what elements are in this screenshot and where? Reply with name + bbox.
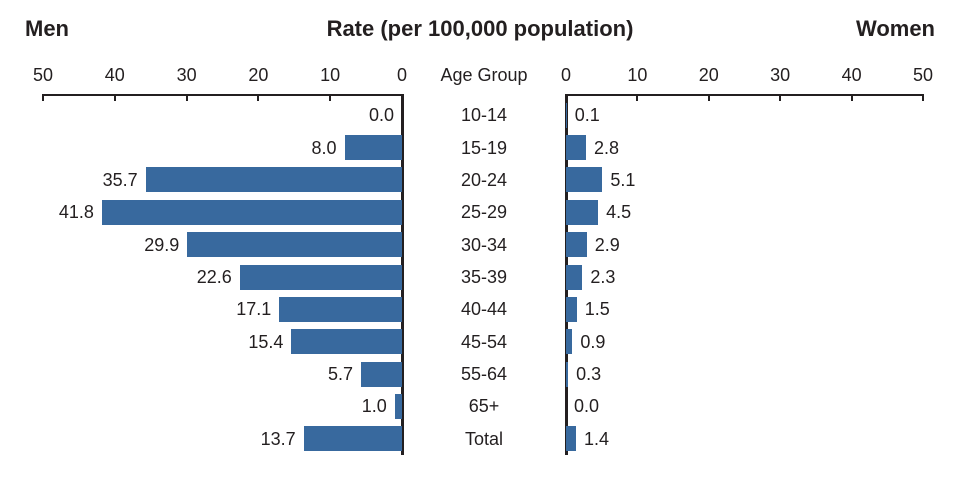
- women-axis-tick-label: 30: [770, 65, 791, 85]
- men-axis-tick: [257, 94, 260, 101]
- women-axis-tick: [565, 94, 567, 101]
- men-axis-tick-label: 50: [32, 65, 54, 85]
- women-axis-tick-label: 0: [560, 65, 572, 85]
- age-group-label: 20-24: [460, 169, 508, 190]
- men-zero-baseline: [401, 94, 404, 455]
- age-group-label: 10-14: [460, 105, 508, 126]
- age-group-label: 40-44: [460, 299, 508, 320]
- women-value-label: 2.9: [594, 234, 620, 255]
- age-group-label: 55-64: [460, 364, 508, 385]
- men-value-label: 29.9: [144, 234, 180, 255]
- women-axis-tick-label: 20: [698, 65, 719, 85]
- men-axis-tick-label: 30: [176, 65, 197, 85]
- women-value-label: 4.5: [606, 202, 632, 223]
- women-bar: [566, 296, 577, 322]
- men-bar: [291, 329, 402, 355]
- women-bar: [566, 167, 603, 193]
- women-bar: [566, 264, 583, 290]
- men-bar: [145, 167, 402, 193]
- men-bar: [361, 361, 402, 387]
- men-value-label: 5.7: [328, 364, 354, 385]
- men-value-label: 0.0: [368, 105, 394, 126]
- men-bar: [101, 199, 402, 225]
- women-value-label: 0.1: [574, 105, 600, 126]
- men-axis-tick-label: 10: [320, 65, 341, 85]
- women-axis-tick-label: 50: [912, 65, 934, 85]
- men-value-label: 13.7: [260, 428, 296, 449]
- men-value-label: 1.0: [361, 396, 387, 417]
- women-axis-tick: [850, 94, 853, 101]
- women-value-label: 1.5: [584, 299, 610, 320]
- age-group-label: 30-34: [460, 234, 508, 255]
- women-axis-tick: [779, 94, 782, 101]
- age-group-label: 15-19: [460, 137, 508, 158]
- women-value-label: 0.9: [580, 331, 606, 352]
- age-group-label: 45-54: [460, 331, 508, 352]
- age-group-label: 25-29: [460, 202, 508, 223]
- men-series-label: Men: [25, 16, 69, 41]
- men-bar: [187, 232, 402, 258]
- women-bar: [566, 329, 573, 355]
- men-value-label: 41.8: [58, 202, 94, 223]
- men-bar: [279, 296, 402, 322]
- men-axis-tick: [401, 94, 403, 101]
- age-group-label: 65+: [468, 396, 500, 417]
- women-value-label: 5.1: [610, 169, 636, 190]
- men-bar: [303, 426, 402, 452]
- women-series-label: Women: [855, 16, 935, 41]
- women-axis-tick: [636, 94, 639, 101]
- men-bar: [344, 135, 402, 161]
- men-value-label: 17.1: [236, 299, 272, 320]
- men-axis-tick: [113, 94, 116, 101]
- women-value-label: 0.3: [576, 364, 602, 385]
- women-bar: [566, 361, 569, 387]
- men-axis-tick-label: 20: [248, 65, 269, 85]
- age-group-label: Total: [464, 428, 504, 449]
- age-group-label: 35-39: [460, 267, 508, 287]
- women-axis-line: [565, 94, 924, 96]
- men-axis-tick: [42, 94, 44, 101]
- women-bar: [566, 232, 587, 258]
- women-value-label: 2.3: [590, 267, 616, 287]
- women-value-label: 2.8: [593, 137, 620, 158]
- men-axis-line: [43, 94, 404, 96]
- women-axis-tick: [707, 94, 710, 101]
- women-axis-tick-label: 10: [627, 65, 648, 85]
- men-axis-tick-label: 0: [396, 65, 408, 85]
- men-bar: [394, 393, 402, 419]
- men-axis-tick-label: 40: [104, 65, 125, 85]
- women-bar: [566, 102, 567, 128]
- women-value-label: 0.0: [574, 396, 600, 417]
- men-value-label: 22.6: [196, 267, 232, 287]
- men-value-label: 8.0: [311, 137, 337, 158]
- women-bar: [566, 135, 586, 161]
- men-axis-tick: [185, 94, 188, 101]
- age-group-axis-label: Age Group: [440, 65, 528, 85]
- men-value-label: 35.7: [102, 169, 138, 190]
- women-bar: [566, 426, 576, 452]
- women-axis-tick-label: 40: [841, 65, 862, 85]
- chart-title: Rate (per 100,000 population): [326, 16, 634, 41]
- women-bar: [566, 199, 599, 225]
- men-value-label: 15.4: [248, 331, 284, 352]
- men-bar: [239, 264, 402, 290]
- women-value-label: 1.4: [583, 428, 610, 449]
- women-axis-tick: [922, 94, 924, 101]
- men-axis-tick: [329, 94, 332, 101]
